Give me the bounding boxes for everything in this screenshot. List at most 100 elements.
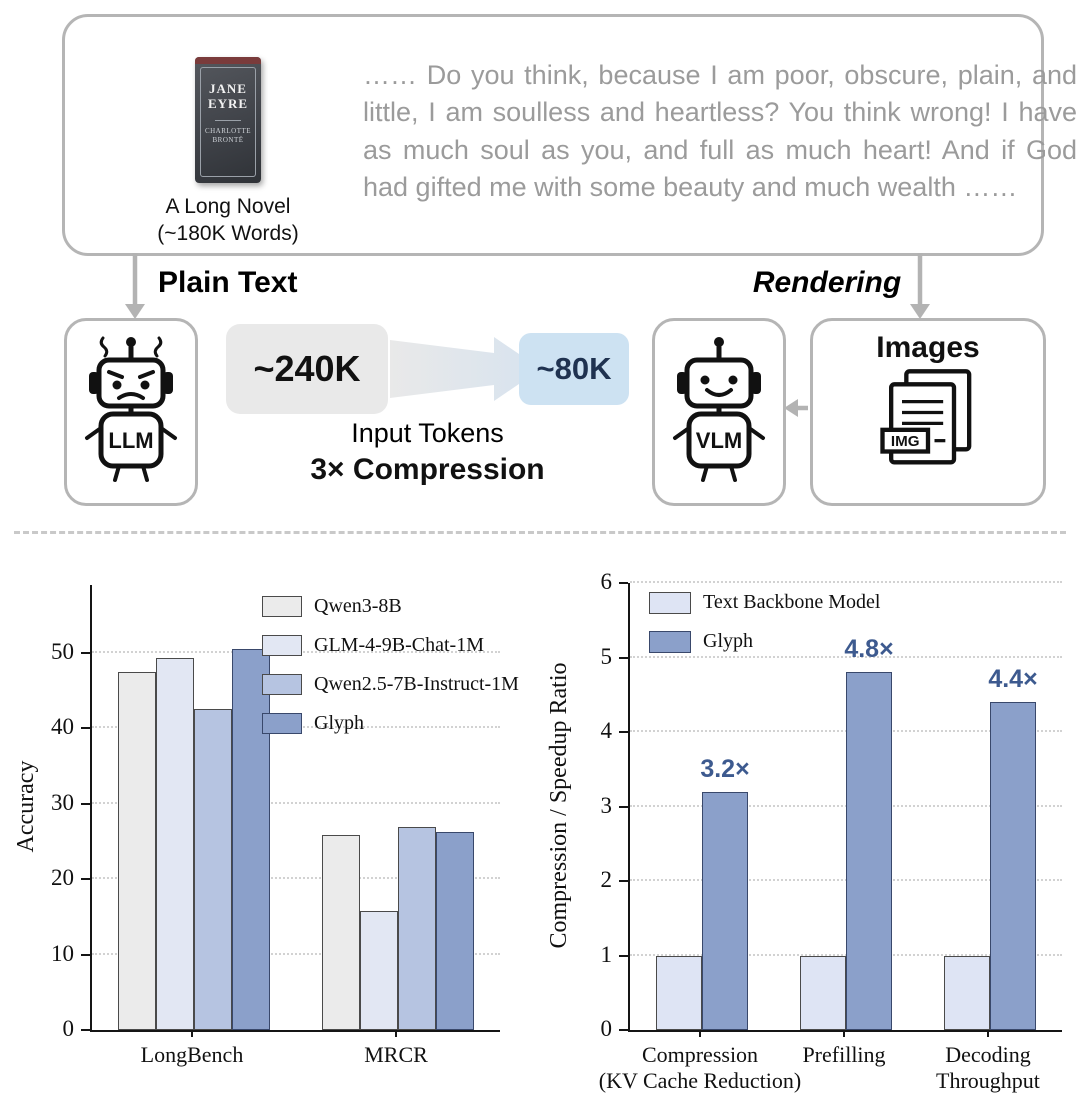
y-tick	[619, 954, 628, 957]
legend: Qwen3-8B GLM-4-9B-Chat-1M Qwen2.5-7B-Instr…	[262, 595, 519, 751]
img-badge-label: IMG	[891, 433, 920, 450]
category-label: LongBench	[140, 1042, 244, 1067]
novel-caption: A Long Novel (~180K Words)	[143, 193, 313, 248]
legend-swatch	[262, 635, 302, 656]
novel-caption-line2: (~180K Words)	[157, 222, 299, 246]
input-tokens-label: Input Tokens	[351, 418, 504, 448]
gridline	[92, 952, 500, 955]
gridline	[630, 655, 1062, 658]
y-tick-label: 20	[51, 865, 74, 891]
y-tick-label: 0	[600, 1016, 613, 1041]
y-tick	[81, 651, 90, 654]
images-to-vlm-arrow-head	[784, 399, 798, 417]
gridline	[92, 877, 500, 880]
bar	[118, 671, 156, 1030]
legend-label: GLM-4-9B-Chat-1M	[314, 634, 484, 656]
legend-item: Glyph	[262, 712, 519, 735]
y-axis-label: Compression / Speedup Ratio	[545, 662, 572, 948]
plot-area	[90, 585, 500, 1032]
novel-box: JANE EYRE CHARLOTTE BRONTË A Long Novel …	[62, 14, 1077, 256]
legend-label: Glyph	[314, 712, 364, 734]
y-tick-label: 2	[600, 867, 613, 892]
legend-label: Qwen2.5-7B-Instruct-1M	[314, 673, 519, 695]
bar	[436, 831, 474, 1030]
x-tick	[987, 1030, 989, 1037]
legend-item: Qwen3-8B	[262, 595, 519, 618]
y-tick	[619, 880, 628, 882]
plot-area: 3.2× 4.8× 4.4×	[628, 581, 1062, 1032]
legend-swatch	[649, 591, 691, 614]
gridline	[92, 801, 500, 804]
tokens-after-box: ~80K	[519, 333, 629, 405]
section-divider	[14, 531, 1066, 534]
y-tick	[619, 805, 628, 808]
y-tick	[81, 953, 90, 956]
y-tick	[619, 582, 628, 584]
x-tick	[699, 1030, 701, 1037]
bar	[398, 827, 436, 1030]
accuracy-chart: 0 10 20 30 40 50 LongBench MRCR Accuracy Qwen3-8B…	[0, 555, 530, 1120]
legend-swatch	[262, 713, 302, 734]
category-label: Compression (KV Cache Reduction)	[598, 1042, 802, 1094]
y-tick-label: 40	[51, 714, 74, 740]
bar	[156, 658, 194, 1030]
y-tick	[619, 656, 628, 659]
y-tick-label: 1	[600, 941, 613, 967]
legend-swatch	[262, 674, 302, 695]
category-label: Decoding Throughput	[936, 1042, 1040, 1094]
images-label: Images	[876, 331, 980, 364]
bar-value-label: 3.2×	[700, 754, 750, 783]
book-title-line1: JANE	[209, 81, 247, 96]
x-tick	[191, 1030, 193, 1037]
bar	[232, 649, 270, 1030]
bar-value-label: 4.4×	[988, 665, 1038, 694]
vlm-robot-icon: VLM	[673, 337, 765, 482]
y-tick	[81, 1029, 90, 1031]
image-document-icon: IMG	[880, 369, 972, 465]
book-author: CHARLOTTE BRONTË	[204, 126, 252, 144]
y-tick-label: 6	[600, 569, 613, 594]
novel-quote: …… Do you think, because I am poor, obsc…	[363, 60, 1077, 202]
speedup-chart: 3.2× 4.8× 4.4× 0 1 2 3 4 5 6 Compression (KV Cache…	[545, 555, 1080, 1120]
legend-item: Glyph	[649, 630, 880, 653]
y-tick-label: 5	[600, 643, 613, 669]
legend: Text Backbone Model Glyph	[649, 591, 880, 669]
y-tick-label: 0	[62, 1016, 75, 1041]
tokens-before-value: ~240K	[253, 348, 361, 389]
llm-robot-icon: LLM	[85, 336, 177, 482]
book-cover-top-band	[195, 57, 261, 64]
y-tick	[619, 1029, 628, 1031]
legend-item: Qwen2.5-7B-Instruct-1M	[262, 673, 519, 696]
tokens-after-value: ~80K	[536, 351, 612, 386]
bar	[800, 955, 846, 1030]
novel-caption-line1: A Long Novel	[165, 195, 291, 218]
legend-item: GLM-4-9B-Chat-1M	[262, 634, 519, 657]
y-tick-label: 10	[51, 940, 74, 966]
category-label: Prefilling	[802, 1042, 886, 1067]
vlm-box: VLM	[652, 318, 786, 506]
book-title: JANE EYRE	[201, 81, 255, 112]
tokens-before-box: ~240K	[226, 324, 388, 414]
legend-swatch	[262, 596, 302, 617]
y-tick	[619, 731, 628, 733]
legend-label: Text Backbone Model	[703, 591, 881, 613]
rendering-label: Rendering	[752, 266, 902, 299]
images-box: Images IMG	[810, 318, 1046, 506]
llm-box: LLM	[64, 318, 198, 506]
y-tick	[81, 878, 90, 881]
bar	[944, 955, 990, 1030]
bar-value-label: 4.8×	[844, 635, 894, 664]
gridline	[630, 581, 1062, 583]
rendering-arrow-head	[910, 304, 930, 319]
legend-label: Glyph	[703, 630, 753, 652]
book-cover-rule	[215, 119, 241, 121]
y-tick-label: 50	[51, 638, 74, 664]
y-tick-label: 3	[600, 792, 613, 818]
book-cover: JANE EYRE CHARLOTTE BRONTË	[195, 57, 261, 183]
book-title-line2: EYRE	[207, 95, 249, 111]
legend-label: Qwen3-8B	[314, 595, 402, 617]
plain-text-arrow-head	[125, 304, 145, 319]
vlm-label: VLM	[696, 428, 742, 453]
tokens-caption: Input Tokens 3× Compression	[225, 418, 630, 487]
y-tick-label: 4	[600, 718, 613, 743]
